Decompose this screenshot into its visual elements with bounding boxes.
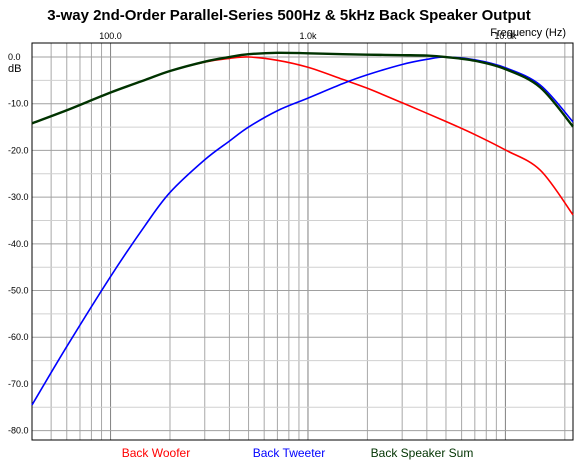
y-axis-label: dB <box>8 63 21 75</box>
y-tick-label: 0.0 <box>8 52 21 62</box>
legend-back-tweeter: Back Tweeter <box>253 446 325 460</box>
series-line-back-speaker-sum <box>31 51 574 128</box>
series-line-back-tweeter <box>31 56 574 406</box>
y-tick-label: -60.0 <box>8 332 29 342</box>
legend-back-woofer: Back Woofer <box>122 446 190 460</box>
y-tick-label: -80.0 <box>8 426 29 436</box>
x-tick-label: 10.0k <box>494 31 517 41</box>
y-tick-labels: 0.0 -10.0 -20.0 -30.0 -40.0 -50.0 -60.0 -70.0 -8… <box>8 52 29 436</box>
y-tick-label: -70.0 <box>8 379 29 389</box>
y-tick-label: -20.0 <box>8 145 29 155</box>
y-tick-label: -10.0 <box>8 99 29 109</box>
legend-back-speaker-sum: Back Speaker Sum <box>371 446 474 460</box>
y-tick-label: -30.0 <box>8 192 29 202</box>
y-tick-label: -40.0 <box>8 239 29 249</box>
y-tick-label: -50.0 <box>8 286 29 296</box>
x-tick-label: 1.0k <box>299 31 317 41</box>
x-axis-label: Frequency (Hz) <box>490 27 566 39</box>
chart-title: 3-way 2nd-Order Parallel-Series 500Hz & … <box>47 7 531 24</box>
x-tick-label: 100.0 <box>99 31 122 41</box>
legend: Back Woofer Back Tweeter Back Speaker Sum <box>122 446 474 460</box>
plot-frame <box>31 42 574 441</box>
series-lines <box>31 51 574 406</box>
grid <box>31 43 573 440</box>
x-tick-labels: 100.0 1.0k 10.0k <box>99 31 517 41</box>
